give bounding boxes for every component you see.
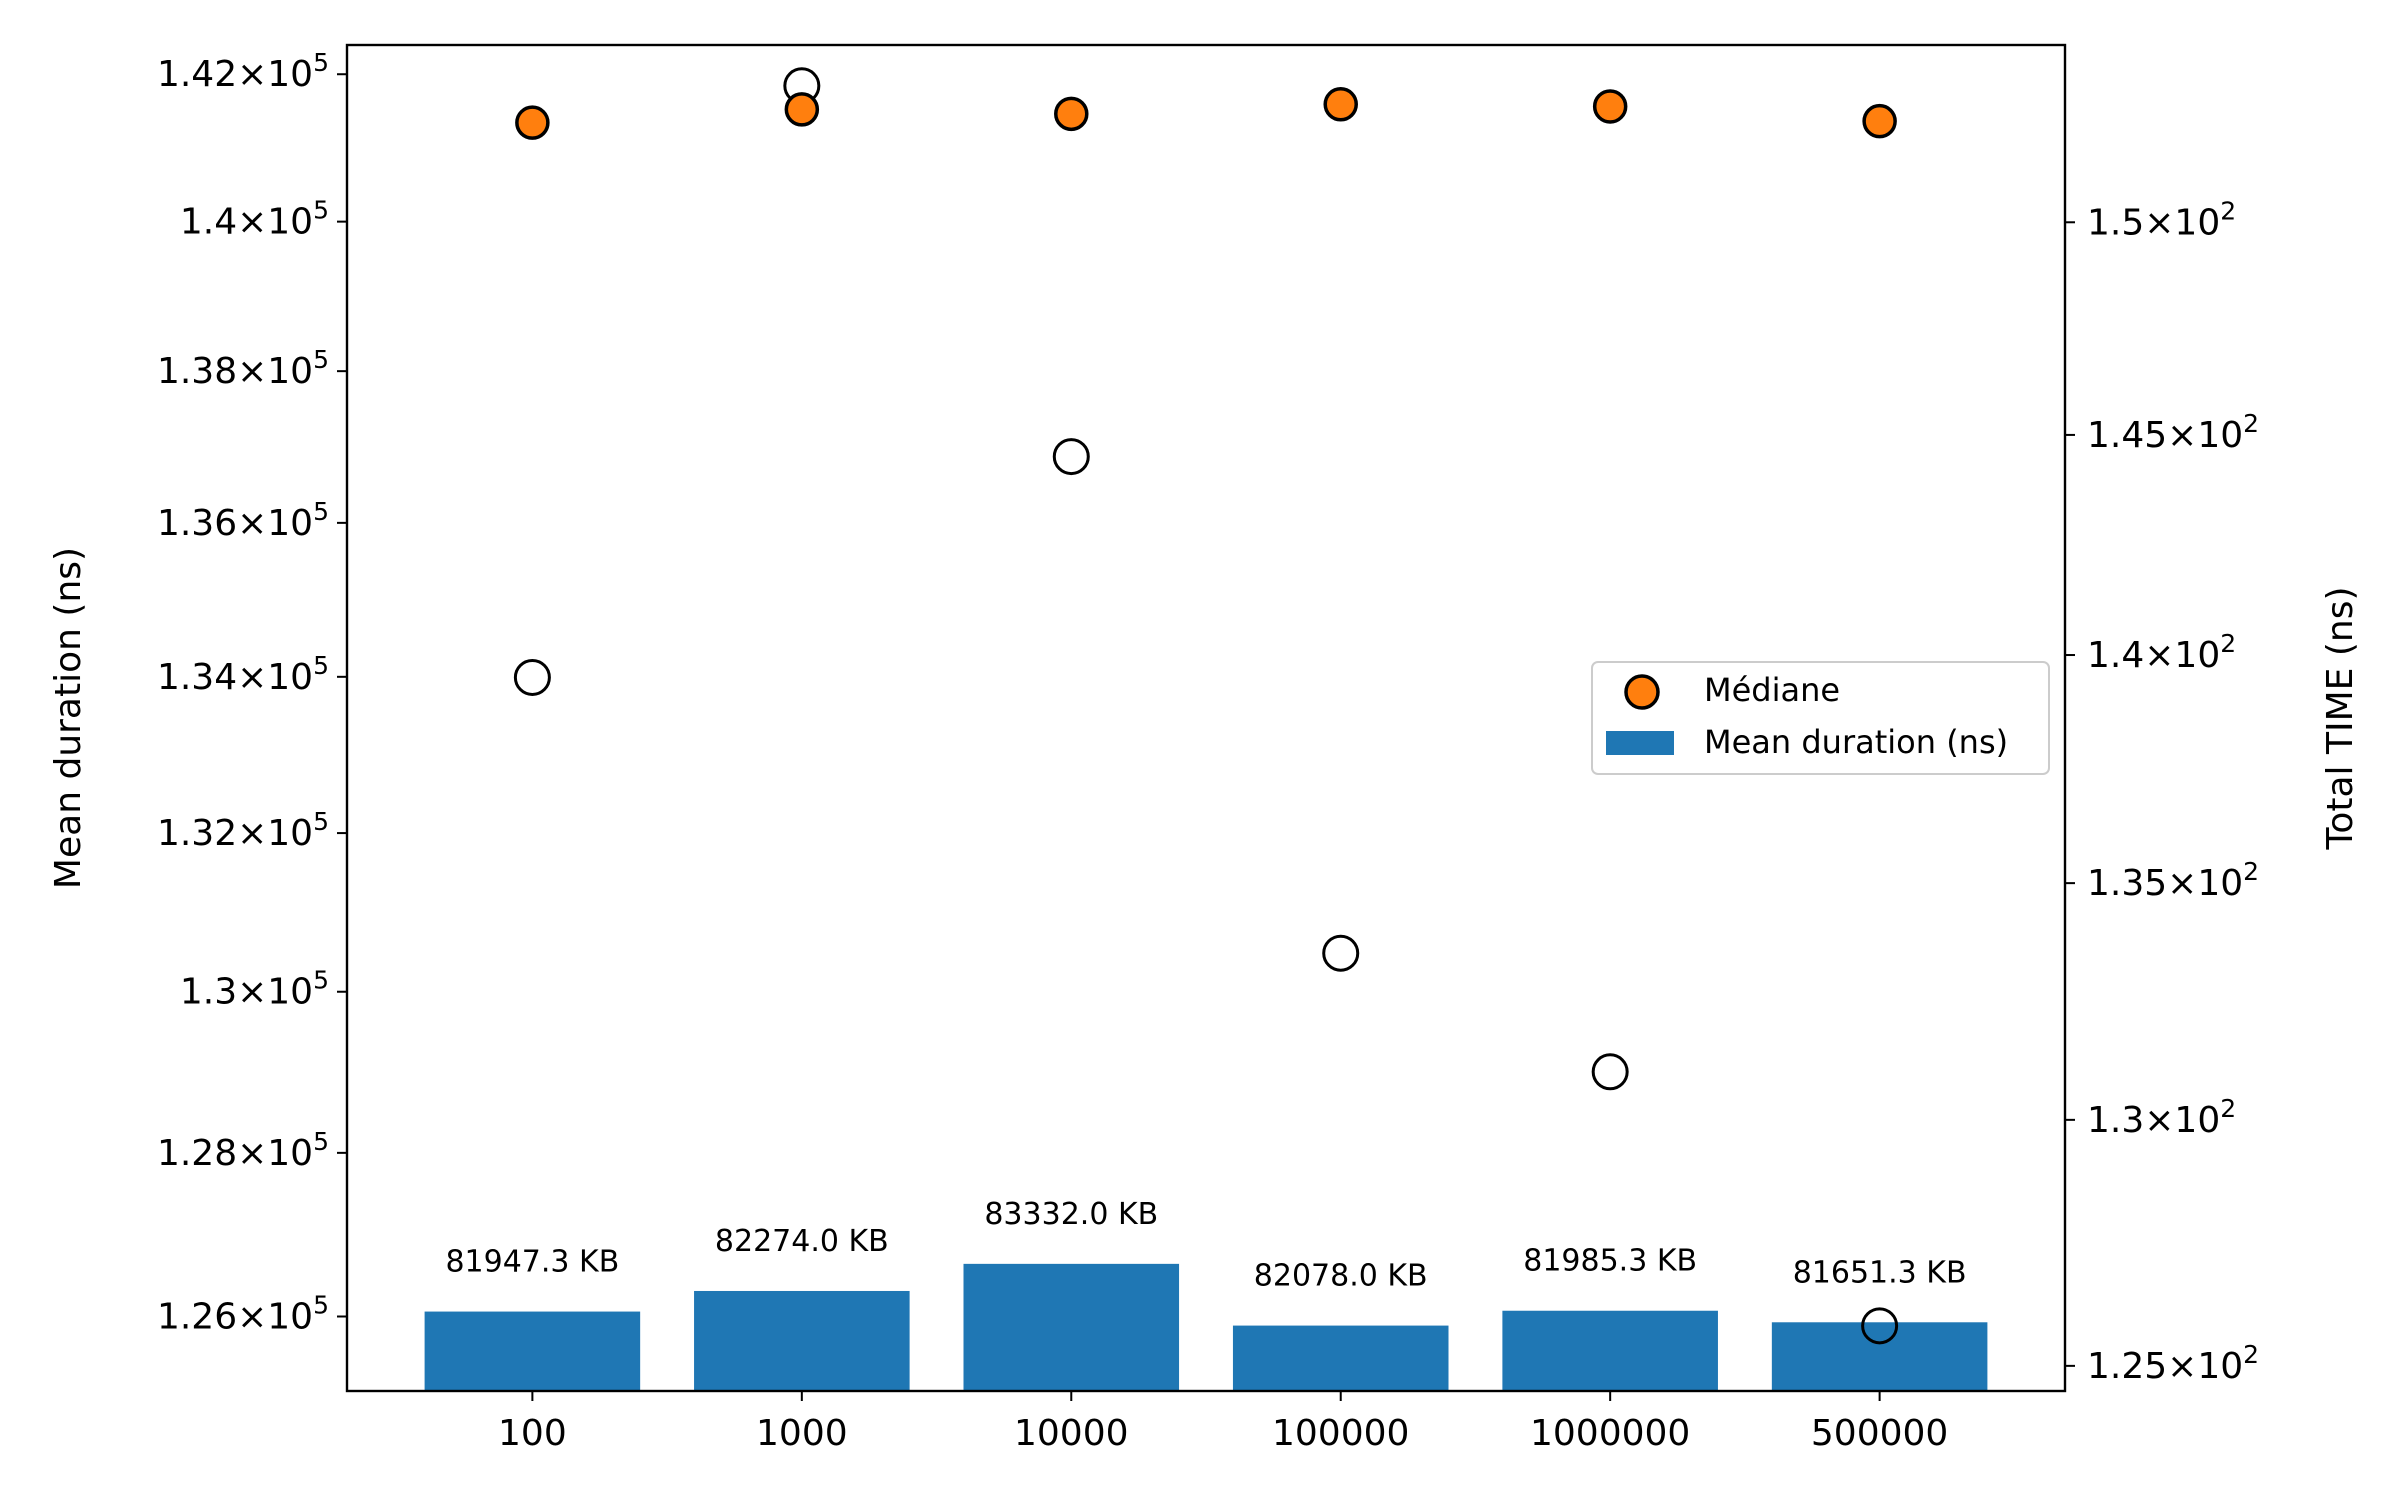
left-axis-label: Mean duration (ns)	[48, 547, 89, 889]
legend-median-marker	[1624, 674, 1660, 710]
open-point-1000000	[1591, 1053, 1629, 1091]
x-tick-label-100000: 100000	[1272, 1413, 1409, 1454]
median-series	[515, 87, 1897, 140]
bar-500000	[1771, 1322, 1988, 1391]
plot-frame	[345, 43, 2067, 1393]
left-tick-label-1.38: 1.38×105	[157, 345, 329, 392]
x-tick-label-1000: 1000	[756, 1413, 848, 1454]
x-tick-label-10000: 10000	[1014, 1413, 1129, 1454]
bar-label-100: 81947.3 KB	[445, 1245, 619, 1280]
median-point-1000	[784, 92, 820, 127]
x-tick-label-500000: 500000	[1811, 1413, 1948, 1454]
legend-median-label: Médiane	[1704, 671, 1840, 709]
median-point-100	[515, 105, 550, 140]
left-y-axis: 1.26×105 1.28×105 1.3×105 1.32×105 1.34×105 1…	[157, 48, 347, 1338]
bar-label-1000: 82274.0 KB	[715, 1224, 889, 1259]
left-tick-label-1.34: 1.34×105	[157, 651, 329, 698]
bar-1000	[694, 1290, 910, 1391]
right-tick-label-1.25: 1.25×102	[2087, 1340, 2259, 1387]
left-tick-label-1.26: 1.26×105	[157, 1291, 329, 1338]
bar-series	[424, 1263, 1988, 1391]
legend-bar-label: Mean duration (ns)	[1704, 723, 2008, 761]
right-axis-label: Total TIME (ns)	[2320, 586, 2361, 850]
left-tick-label-1.28: 1.28×105	[157, 1127, 329, 1174]
bar-label-100000: 82078.0 KB	[1254, 1259, 1428, 1294]
open-marker-series	[513, 67, 1899, 1345]
left-tick-label-1.42: 1.42×105	[157, 48, 329, 95]
bar-labels: 81947.3 KB 82274.0 KB 83332.0 KB 82078.0 KB…	[445, 1197, 1966, 1294]
x-tick-label-100: 100	[498, 1413, 567, 1454]
open-point-100	[513, 658, 551, 696]
right-tick-label-1.5: 1.5×102	[2087, 196, 2236, 243]
bar-label-500000: 81651.3 KB	[1793, 1255, 1967, 1290]
open-point-10000	[1052, 438, 1090, 476]
right-tick-label-1.3: 1.3×102	[2087, 1094, 2236, 1141]
left-tick-label-1.32: 1.32×105	[157, 807, 329, 854]
bar-label-1000000: 81985.3 KB	[1523, 1244, 1697, 1279]
median-point-100000	[1323, 87, 1358, 122]
x-axis: 100 1000 10000 100000 1000000 500000	[498, 1391, 1948, 1454]
x-tick-label-1000000: 1000000	[1530, 1413, 1690, 1454]
legend-bar-swatch	[1606, 731, 1674, 755]
left-tick-label-1.4: 1.4×105	[180, 196, 329, 243]
bar-label-10000: 83332.0 KB	[984, 1197, 1158, 1232]
median-point-500000	[1862, 103, 1897, 139]
open-point-500000	[1861, 1307, 1899, 1345]
open-point-100000	[1322, 934, 1360, 972]
right-tick-label-1.35: 1.35×102	[2087, 857, 2259, 904]
median-point-10000	[1054, 96, 1089, 132]
legend-frame	[1591, 661, 2050, 775]
bar-100000	[1232, 1325, 1449, 1391]
left-tick-label-1.36: 1.36×105	[157, 497, 329, 544]
right-tick-label-1.45: 1.45×102	[2087, 409, 2259, 456]
legend: Médiane Mean duration (ns)	[1591, 661, 2050, 775]
right-y-axis: 1.25×102 1.3×102 1.35×102 1.4×102 1.45×102 1.…	[2065, 196, 2259, 1387]
bar-100	[424, 1311, 641, 1391]
right-tick-label-1.4: 1.4×102	[2087, 629, 2236, 676]
median-point-1000000	[1592, 89, 1628, 124]
left-tick-label-1.3: 1.3×105	[180, 966, 329, 1013]
bar-1000000	[1502, 1310, 1718, 1391]
bar-10000	[963, 1263, 1180, 1391]
